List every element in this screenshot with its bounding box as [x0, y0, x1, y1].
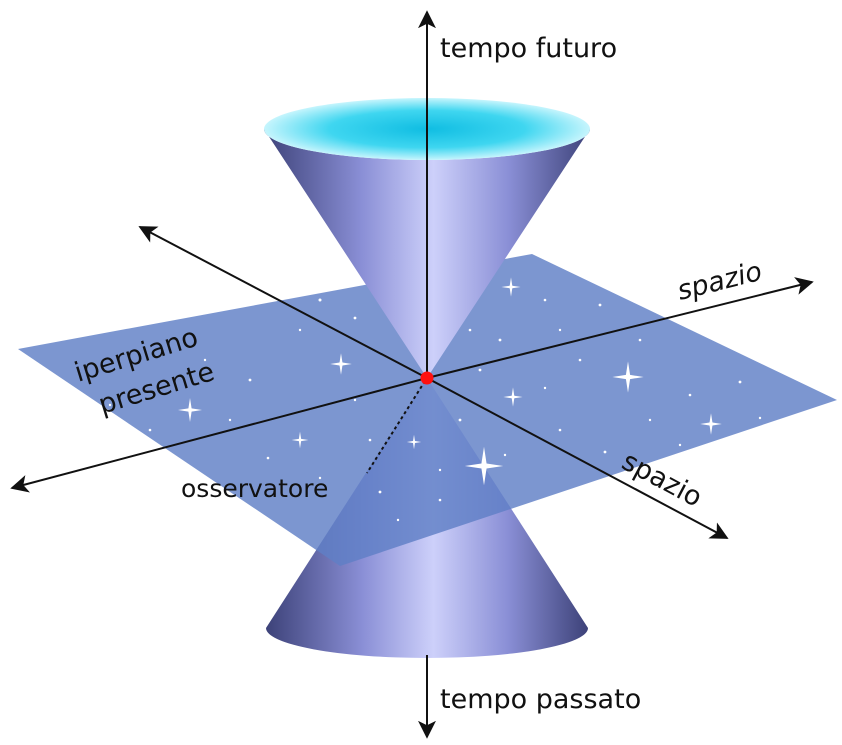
present-hyperplane	[18, 254, 837, 566]
space-axis-right	[426, 277, 814, 379]
observer-pointer	[366, 380, 426, 474]
time-future-label: tempo futuro	[440, 33, 617, 64]
space-right-label: spazio	[674, 256, 765, 307]
space-axis-front	[426, 377, 729, 539]
time-past-label: tempo passato	[440, 684, 641, 715]
space-axis-back	[138, 226, 428, 379]
observer-point	[420, 371, 434, 385]
stars	[108, 277, 762, 522]
observer-label: osservatore	[181, 474, 328, 503]
axes	[10, 10, 814, 739]
space-axis-left	[10, 377, 428, 493]
